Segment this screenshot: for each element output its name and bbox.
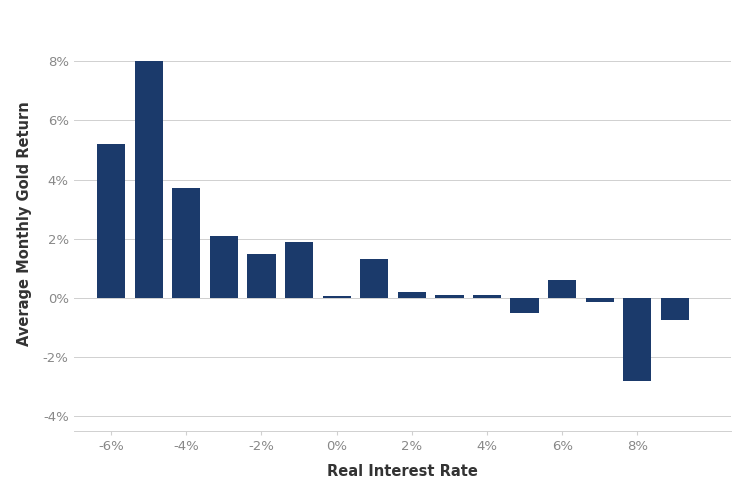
- Bar: [209, 236, 238, 298]
- Bar: [548, 280, 576, 298]
- Y-axis label: Average Monthly Gold Return: Average Monthly Gold Return: [16, 102, 31, 346]
- Bar: [660, 298, 689, 320]
- Bar: [510, 298, 539, 313]
- Bar: [172, 188, 200, 298]
- Bar: [435, 295, 464, 298]
- Bar: [97, 144, 125, 298]
- Bar: [248, 253, 275, 298]
- Bar: [135, 61, 163, 298]
- Bar: [285, 242, 313, 298]
- X-axis label: Real Interest Rate: Real Interest Rate: [327, 464, 478, 479]
- Bar: [473, 295, 501, 298]
- Bar: [623, 298, 652, 381]
- Bar: [322, 297, 351, 298]
- Bar: [586, 298, 614, 303]
- Bar: [360, 259, 388, 298]
- Bar: [398, 292, 426, 298]
